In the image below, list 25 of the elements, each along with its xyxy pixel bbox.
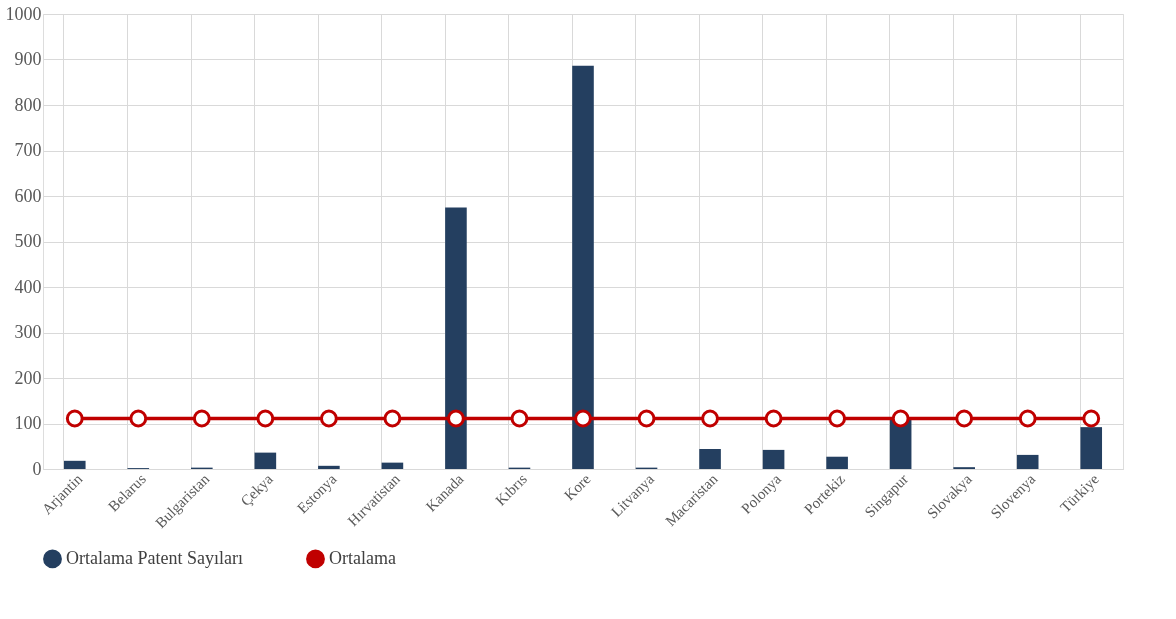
bar [1080, 427, 1103, 469]
y-tick-label: 500 [14, 231, 42, 251]
legend-label: Ortalama [329, 547, 396, 568]
bar [572, 65, 594, 469]
bar [381, 462, 404, 469]
y-tick-label: 1000 [5, 3, 42, 24]
bar [445, 207, 467, 469]
y-tick-label: 100 [14, 413, 42, 433]
bar [254, 452, 277, 469]
legend-label: Ortalama Patent Sayıları [66, 547, 243, 568]
bar [762, 449, 785, 469]
x-tick-label: Kore [561, 470, 594, 504]
y-tick-label: 700 [14, 140, 42, 160]
y-tick-label: 600 [14, 185, 42, 206]
bar [63, 460, 86, 469]
y-tick-label: 800 [14, 94, 42, 115]
bar [318, 465, 340, 469]
y-tick-label: 300 [14, 322, 42, 342]
bar [1016, 454, 1039, 469]
y-tick-label: 0 [32, 458, 42, 479]
y-tick-label: 200 [14, 367, 42, 388]
y-tick-label: 400 [14, 276, 42, 297]
bar [699, 448, 721, 469]
bar [826, 456, 848, 469]
y-tick-label: 900 [14, 49, 42, 69]
